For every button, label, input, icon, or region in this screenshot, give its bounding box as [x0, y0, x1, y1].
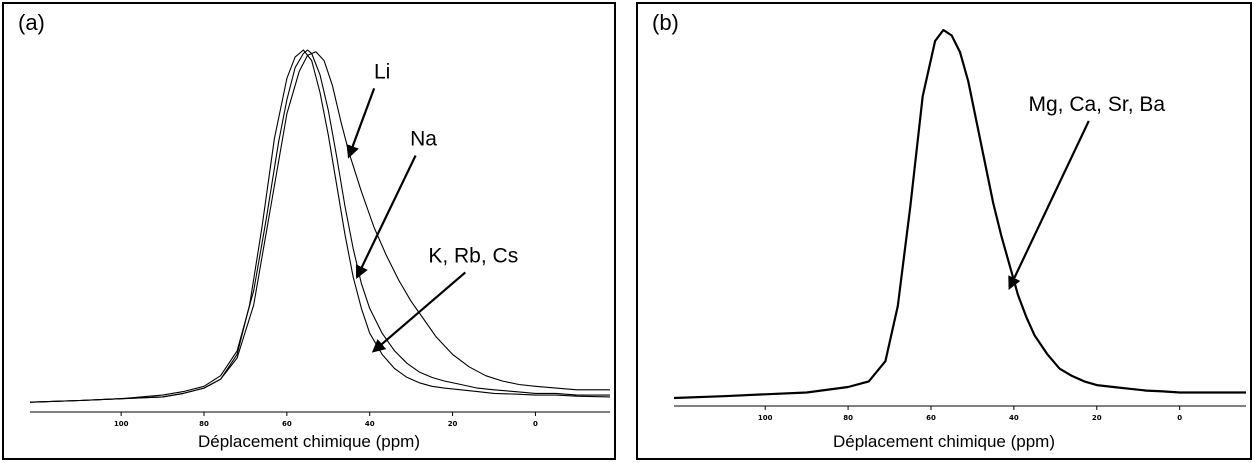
- nmr-panel-a: (a) 100 80 60 40 20 0 Li Na K, Rb, Cs Déplacemen…: [2, 2, 616, 460]
- x-axis-label-b: Déplacement chimique (ppm): [832, 432, 1056, 451]
- series-line-mg-ca-sr-ba: [673, 28, 1246, 400]
- series-line-na: [29, 49, 610, 403]
- x-tick-label: 0: [533, 420, 538, 428]
- panel-label-a: (a): [18, 10, 45, 35]
- nmr-chart-a: 100 80 60 40 20 0 Li Na K, Rb, Cs: [29, 49, 611, 428]
- series-line-k-rb-cs: [29, 49, 611, 403]
- annotation-arrow: [371, 271, 467, 353]
- panel-label-b: (b): [652, 10, 679, 35]
- annotation-arrow: [346, 87, 376, 159]
- nmr-chart-b: 100 80 60 40 20 0 Mg, Ca, Sr, Ba: [673, 28, 1246, 422]
- x-tick-label: 20: [448, 420, 458, 428]
- x-tick-label: 80: [843, 414, 853, 422]
- x-tick-label: 60: [926, 414, 936, 422]
- annotation-arrow: [1008, 120, 1090, 290]
- x-tick-label: 40: [365, 420, 375, 428]
- x-tick-label: 100: [114, 420, 129, 428]
- x-tick-label: 20: [1092, 414, 1102, 422]
- annotation-arrow: [355, 155, 417, 279]
- series-annotation: Li: [374, 60, 390, 83]
- x-tick-label: 100: [758, 414, 773, 422]
- nmr-panel-b: (b) 100 80 60 40 20 0 Mg, Ca, Sr, Ba Déplaceme…: [636, 2, 1252, 460]
- x-tick-label: 40: [1009, 414, 1019, 422]
- x-tick-label: 80: [199, 420, 209, 428]
- series-line-li: [29, 51, 610, 403]
- x-axis-label-a: Déplacement chimique (ppm): [197, 432, 421, 451]
- x-tick-label: 60: [282, 420, 292, 428]
- x-tick-label: 0: [1177, 414, 1182, 422]
- series-annotation: Mg, Ca, Sr, Ba: [1029, 93, 1166, 116]
- series-annotation: Na: [410, 128, 437, 151]
- series-annotation: K, Rb, Cs: [428, 244, 518, 267]
